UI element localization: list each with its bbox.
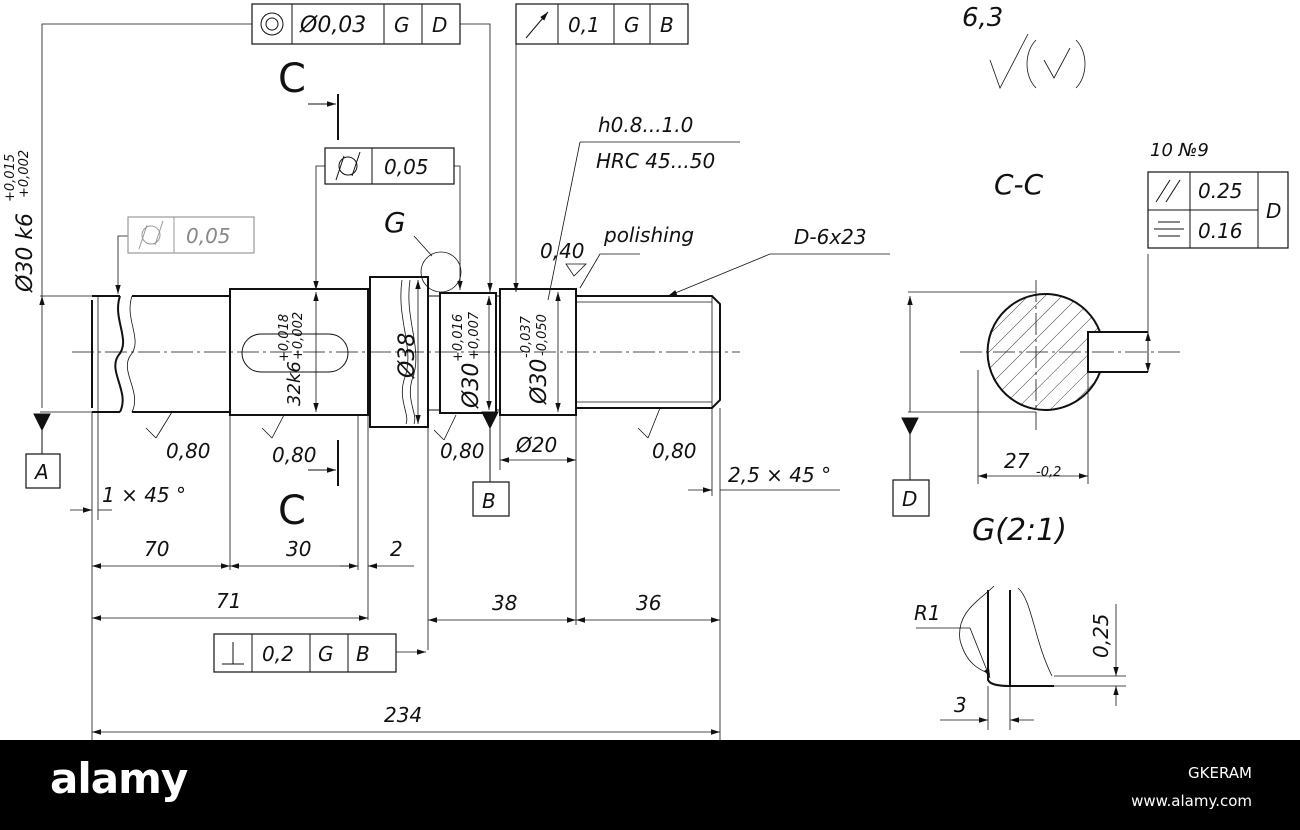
perpendicularity-datum-1: G bbox=[318, 642, 334, 666]
roughness-s3: 0,80 bbox=[440, 439, 485, 463]
detail-radius: R1 bbox=[914, 601, 941, 625]
concentricity-datum-2: D bbox=[432, 13, 447, 37]
perpendicularity-icon bbox=[222, 642, 244, 665]
datum-boxes: A B D bbox=[25, 453, 930, 517]
length-38: 38 bbox=[492, 591, 517, 615]
section-width: 27 bbox=[1004, 449, 1030, 473]
length-70: 70 bbox=[144, 537, 169, 561]
dia-d30c: Ø30 bbox=[527, 359, 552, 405]
fcf-keyway: 0.25 0.16 D bbox=[1147, 171, 1289, 249]
datum-d-label: D bbox=[902, 487, 917, 511]
brand-logo: alamy bbox=[50, 754, 188, 803]
runout-datum-2: B bbox=[660, 13, 674, 37]
detail-label: G(2:1) bbox=[972, 513, 1067, 548]
cylindricity-left-tolerance: 0,05 bbox=[186, 224, 231, 248]
cylindricity-mid-tolerance: 0,05 bbox=[384, 155, 429, 179]
hardness-note: HRC 45...50 bbox=[596, 149, 715, 173]
keyway-datum: D bbox=[1266, 199, 1281, 223]
dia-d32k6-lower: +0,002 bbox=[291, 312, 306, 360]
datum-symbols bbox=[33, 411, 919, 482]
concentricity-datum-1: G bbox=[394, 13, 410, 37]
fcf-runout-top: 0,1 G B bbox=[515, 3, 689, 45]
section-width-tolerance: -0,2 bbox=[1036, 465, 1061, 480]
roughness-s4: 0,80 bbox=[652, 439, 697, 463]
roughness-general: 6,3 bbox=[962, 3, 1003, 33]
datum-a-label: A bbox=[33, 460, 49, 484]
technical-drawing: Ø0,03 G D 0,1 G B 0,05 0,05 bbox=[3, 3, 1289, 740]
parallelism-tolerance: 0.25 bbox=[1198, 179, 1243, 203]
dia-d38: Ø38 bbox=[395, 333, 420, 379]
symmetry-tolerance: 0.16 bbox=[1198, 219, 1243, 243]
section-marker-top: C bbox=[278, 56, 306, 102]
dia-d30k6-upper: +0,015 bbox=[3, 154, 18, 202]
cylindricity-icon bbox=[138, 220, 164, 250]
dia-d30b: Ø30 bbox=[459, 363, 484, 409]
detail-dim-025: 0,25 bbox=[1089, 613, 1113, 658]
chamfer-right: 2,5 × 45 ° bbox=[728, 463, 831, 487]
annotations: 6,3 C C G h0.8...1.0 HRC 45...50 0,40 po… bbox=[3, 3, 1209, 727]
runout-tolerance: 0,1 bbox=[568, 13, 600, 37]
spline-note: D-6x23 bbox=[794, 225, 867, 249]
key-count-note: 10 №9 bbox=[1150, 140, 1209, 161]
roughness-s1: 0,80 bbox=[166, 439, 211, 463]
polishing-note: polishing bbox=[603, 223, 694, 247]
dimension-lines bbox=[39, 23, 890, 740]
dia-d20: Ø20 bbox=[515, 433, 557, 457]
section-marker-bottom: C bbox=[278, 488, 306, 534]
concentricity-tolerance: Ø0,03 bbox=[299, 13, 366, 38]
concentricity-icon bbox=[260, 12, 284, 36]
dia-d30b-upper: +0,016 bbox=[451, 314, 466, 362]
dia-d32k6-upper: +0,018 bbox=[277, 314, 292, 362]
dia-d30b-lower: +0,007 bbox=[467, 311, 482, 360]
perpendicularity-tolerance: 0,2 bbox=[262, 642, 294, 666]
detail-g bbox=[916, 585, 1126, 730]
dia-d30c-lower: -0,050 bbox=[535, 314, 550, 356]
length-36: 36 bbox=[636, 591, 661, 615]
parallelism-icon bbox=[1155, 179, 1181, 203]
length-234: 234 bbox=[384, 703, 422, 727]
runout-datum-1: G bbox=[624, 13, 640, 37]
perpendicularity-datum-2: B bbox=[356, 642, 370, 666]
datum-b-label: B bbox=[482, 489, 496, 513]
section-cc bbox=[907, 254, 1180, 484]
roughness-symbols bbox=[145, 33, 1086, 441]
fcf-concentricity: Ø0,03 G D bbox=[251, 3, 461, 45]
watermark-footer: alamy GKERAM www.alamy.com bbox=[0, 740, 1300, 830]
fcf-perpendicularity: 0,2 G B bbox=[213, 633, 397, 673]
length-71: 71 bbox=[216, 589, 241, 613]
site-url: www.alamy.com bbox=[1131, 792, 1252, 810]
symmetry-icon bbox=[1154, 221, 1184, 237]
polishing-roughness: 0,40 bbox=[540, 239, 585, 263]
fcf-cylindricity-left: 0,05 bbox=[127, 216, 255, 254]
detail-marker: G bbox=[384, 206, 406, 239]
section-label: C-C bbox=[994, 168, 1044, 201]
shaft bbox=[72, 251, 740, 428]
dia-d32k6: 32k6 bbox=[284, 361, 305, 406]
chamfer-left: 1 × 45 ° bbox=[102, 483, 186, 507]
dia-d30k6: Ø30 k6 bbox=[13, 213, 38, 293]
roughness-s2: 0,80 bbox=[272, 443, 317, 467]
dia-d30k6-lower: +0,002 bbox=[17, 150, 32, 198]
image-id: GKERAM bbox=[1188, 764, 1252, 782]
runout-icon bbox=[525, 11, 549, 39]
fcf-cylindricity-mid: 0,05 bbox=[324, 147, 455, 185]
length-2: 2 bbox=[390, 537, 403, 561]
length-30: 30 bbox=[286, 537, 311, 561]
detail-dim-3: 3 bbox=[954, 693, 967, 717]
dia-d30c-upper: -0,037 bbox=[519, 315, 534, 358]
hardness-depth-note: h0.8...1.0 bbox=[598, 113, 693, 137]
cylindricity-icon bbox=[335, 151, 361, 181]
